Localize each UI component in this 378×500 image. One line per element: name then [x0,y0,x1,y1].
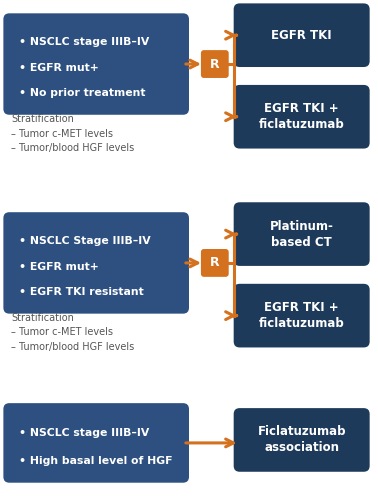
Text: Stratification
– Tumor c-MET levels
– Tumor/blood HGF levels: Stratification – Tumor c-MET levels – Tu… [11,114,135,154]
Text: R: R [210,58,220,70]
Text: EGFR TKI: EGFR TKI [271,28,332,42]
Text: • EGFR mut+: • EGFR mut+ [19,262,99,272]
FancyBboxPatch shape [234,85,370,148]
Text: • EGFR mut+: • EGFR mut+ [19,63,99,73]
FancyBboxPatch shape [234,202,370,266]
Text: • NSCLC Stage IIIB–IV: • NSCLC Stage IIIB–IV [19,236,151,246]
FancyBboxPatch shape [234,408,370,472]
FancyBboxPatch shape [201,249,229,277]
FancyBboxPatch shape [201,50,229,78]
FancyBboxPatch shape [3,14,189,115]
Text: Ficlatuzumab
association: Ficlatuzumab association [257,426,346,454]
Text: • No prior treatment: • No prior treatment [19,88,146,99]
Text: Platinum-
based CT: Platinum- based CT [270,220,334,248]
FancyBboxPatch shape [3,212,189,314]
FancyBboxPatch shape [3,403,189,482]
Text: EGFR TKI +
ficlatuzumab: EGFR TKI + ficlatuzumab [259,102,344,131]
Text: EGFR TKI +
ficlatuzumab: EGFR TKI + ficlatuzumab [259,301,344,330]
Text: R: R [210,256,220,270]
Text: Stratification
– Tumor c-MET levels
– Tumor/blood HGF levels: Stratification – Tumor c-MET levels – Tu… [11,312,135,352]
FancyBboxPatch shape [234,4,370,67]
Text: • EGFR TKI resistant: • EGFR TKI resistant [19,288,144,298]
Text: • NSCLC stage IIIB–IV: • NSCLC stage IIIB–IV [19,428,150,438]
Text: • High basal level of HGF: • High basal level of HGF [19,456,173,466]
Text: • NSCLC stage IIIB–IV: • NSCLC stage IIIB–IV [19,38,150,48]
FancyBboxPatch shape [234,284,370,348]
